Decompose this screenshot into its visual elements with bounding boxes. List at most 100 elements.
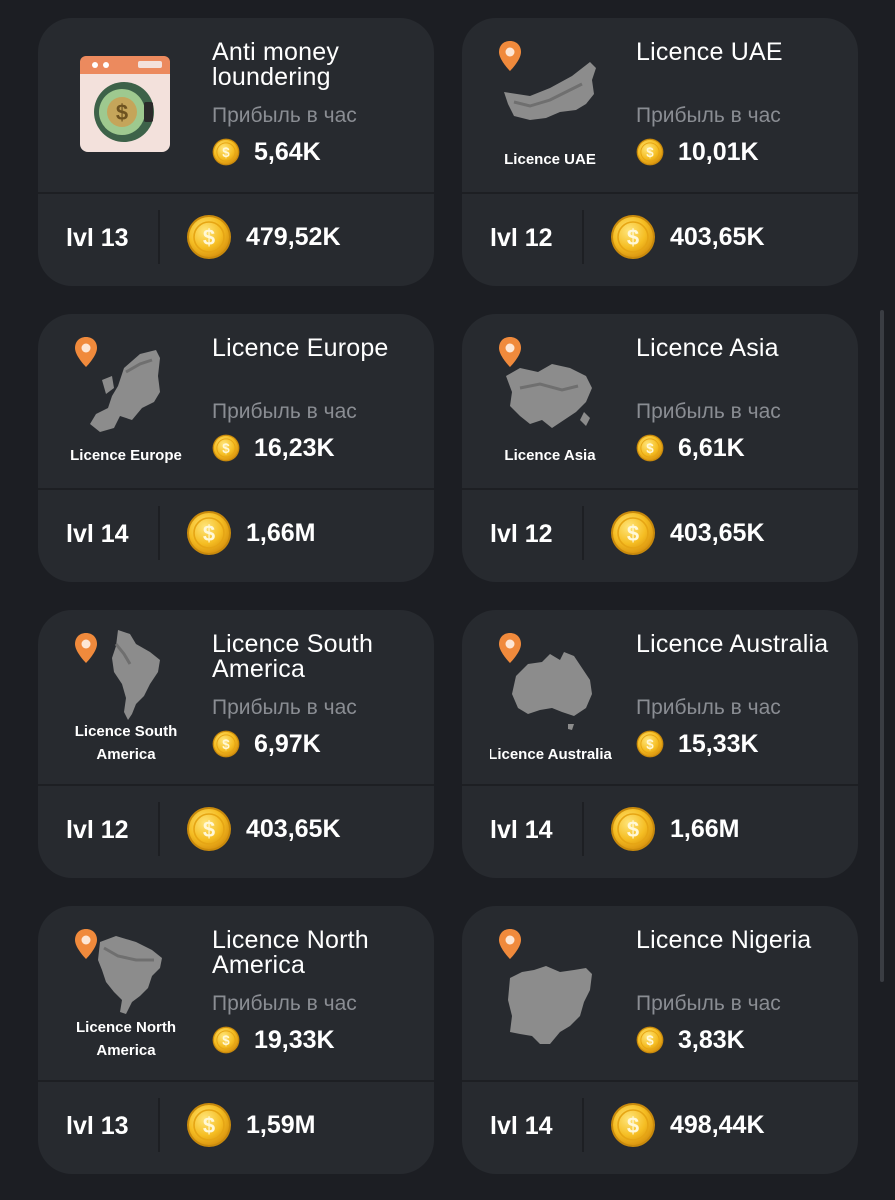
card-bottom: lvl 13 1,59M (38, 1082, 434, 1174)
thumb-caption: America (96, 1042, 156, 1059)
profit-value: 15,33K (678, 729, 759, 758)
profit-per-hour: 10,01K (636, 136, 759, 168)
coin-icon (186, 510, 232, 556)
card-top: Licence Asia Licence Asia Прибыль в час … (462, 314, 858, 488)
card-bottom: lvl 12 403,65K (38, 786, 434, 878)
vertical-divider (582, 210, 584, 264)
card-top: Licence Australia Licence Australia Приб… (462, 610, 858, 784)
svg-text:$: $ (116, 100, 128, 125)
coin-icon (610, 1102, 656, 1148)
upgrade-cost[interactable]: 479,52K (186, 214, 341, 260)
level-label: lvl 14 (490, 816, 553, 844)
upgrade-card-licence-australia[interactable]: Licence Australia Licence Australia Приб… (462, 610, 858, 878)
card-bottom: lvl 14 498,44K (462, 1082, 858, 1174)
profit-label: Прибыль в час (636, 696, 781, 719)
thumb-caption: Licence North (76, 1019, 176, 1036)
profit-value: 6,97K (254, 729, 321, 758)
coin-icon (186, 1102, 232, 1148)
upgrade-card-licence-europe[interactable]: Licence Europe Licence Europe Прибыль в … (38, 314, 434, 582)
profit-label: Прибыль в час (636, 104, 781, 127)
coin-icon (610, 806, 656, 852)
upgrade-card-licence-asia[interactable]: Licence Asia Licence Asia Прибыль в час … (462, 314, 858, 582)
profit-per-hour: 6,97K (212, 728, 321, 760)
upgrade-cost[interactable]: 403,65K (610, 510, 765, 556)
profit-per-hour: 19,33K (212, 1024, 335, 1056)
upgrade-card-anti-money-laundering[interactable]: $ Anti money loundering Прибыль в час 5,… (38, 18, 434, 286)
uae-map-icon: Licence UAE (490, 32, 650, 192)
upgrade-cost[interactable]: 498,44K (610, 1102, 765, 1148)
coin-icon (212, 137, 240, 167)
card-bottom: lvl 13 479,52K (38, 194, 434, 286)
profit-label: Прибыль в час (212, 696, 357, 719)
scrollbar[interactable] (880, 310, 884, 982)
upgrade-card-licence-uae[interactable]: Licence UAE Licence UAE Прибыль в час 10… (462, 18, 858, 286)
card-bottom: lvl 14 1,66M (462, 786, 858, 878)
upgrade-cost[interactable]: 403,65K (610, 214, 765, 260)
profit-label: Прибыль в час (636, 992, 781, 1015)
profit-value: 6,61K (678, 433, 745, 462)
profit-value: 3,83K (678, 1025, 745, 1054)
upgrade-cost[interactable]: 1,59M (186, 1102, 315, 1148)
coin-icon (186, 214, 232, 260)
level-label: lvl 14 (490, 1112, 553, 1140)
level-label: lvl 12 (490, 520, 553, 548)
cost-value: 498,44K (670, 1110, 765, 1139)
cost-value: 1,59M (246, 1110, 316, 1139)
card-divider (38, 784, 434, 786)
coin-icon (636, 1025, 664, 1055)
thumb-caption: Licence UAE (504, 151, 596, 168)
upgrade-card-licence-north-america[interactable]: Licence North America Licence North Amer… (38, 906, 434, 1174)
coin-icon (212, 433, 240, 463)
upgrade-cost[interactable]: 1,66M (186, 510, 315, 556)
card-title: Licence Nigeria (636, 926, 812, 954)
nigeria-map-icon (490, 920, 650, 1080)
coin-icon (636, 729, 664, 759)
card-divider (462, 192, 858, 194)
vertical-divider (158, 210, 160, 264)
profit-label: Прибыль в час (212, 992, 357, 1015)
card-top: Licence Nigeria Прибыль в час 3,83K (462, 906, 858, 1080)
card-divider (462, 488, 858, 490)
level-label: lvl 13 (66, 224, 129, 252)
level-label: lvl 12 (66, 816, 129, 844)
upgrade-cost[interactable]: 1,66M (610, 806, 739, 852)
coin-icon (636, 137, 664, 167)
card-title: Licence Australia (636, 630, 829, 658)
profit-value: 19,33K (254, 1025, 335, 1054)
card-top: Licence North America Licence North Amer… (38, 906, 434, 1080)
vertical-divider (582, 506, 584, 560)
profit-per-hour: 3,83K (636, 1024, 745, 1056)
vertical-divider (582, 1098, 584, 1152)
south-america-map-icon: Licence South America (66, 624, 226, 784)
europe-map-icon: Licence Europe (66, 328, 226, 488)
upgrade-card-licence-nigeria[interactable]: Licence Nigeria Прибыль в час 3,83K lvl … (462, 906, 858, 1174)
level-label: lvl 14 (66, 520, 129, 548)
coin-icon (212, 1025, 240, 1055)
vertical-divider (582, 802, 584, 856)
profit-per-hour: 15,33K (636, 728, 759, 760)
cost-value: 403,65K (670, 222, 765, 251)
card-title: Licence Europe (212, 334, 389, 362)
upgrade-card-licence-south-america[interactable]: Licence South America Licence South Amer… (38, 610, 434, 878)
coin-icon (610, 214, 656, 260)
profit-per-hour: 6,61K (636, 432, 745, 464)
card-divider (462, 1080, 858, 1082)
level-label: lvl 13 (66, 1112, 129, 1140)
thumb-caption: Licence South (75, 723, 178, 740)
card-divider (462, 784, 858, 786)
thumb-caption: Licence Asia (504, 447, 596, 464)
upgrade-cost[interactable]: 403,65K (186, 806, 341, 852)
coin-icon (212, 729, 240, 759)
card-divider (38, 1080, 434, 1082)
cost-value: 479,52K (246, 222, 341, 251)
card-bottom: lvl 12 403,65K (462, 490, 858, 582)
card-divider (38, 488, 434, 490)
thumb-caption: Licence Australia (490, 746, 612, 763)
card-top: $ Anti money loundering Прибыль в час 5,… (38, 18, 434, 192)
cost-value: 403,65K (670, 518, 765, 547)
money-laundering-icon: $ (66, 32, 226, 192)
card-title: Licence North America (212, 926, 369, 979)
profit-per-hour: 5,64K (212, 136, 321, 168)
coin-icon (186, 806, 232, 852)
